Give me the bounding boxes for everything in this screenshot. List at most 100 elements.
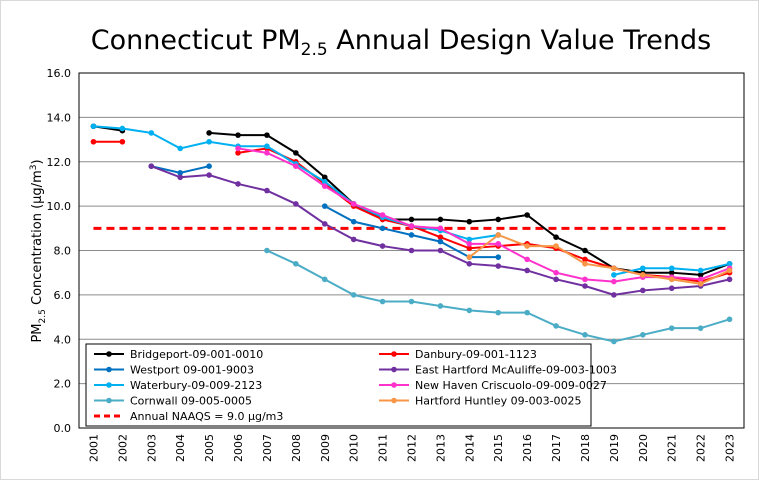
- x-tick-label: 2010: [348, 434, 361, 462]
- data-point: [697, 325, 704, 331]
- x-tick-label: 2018: [579, 434, 592, 462]
- data-point: [264, 150, 270, 156]
- data-point: [148, 163, 155, 169]
- data-point: [350, 218, 357, 225]
- y-tick-label: 14.0: [47, 111, 72, 124]
- y-axis-label: PM2.5 Concentration (µg/m3): [29, 159, 48, 342]
- y-tick-label: 6.0: [54, 289, 72, 302]
- x-tick-label: 2015: [492, 434, 505, 462]
- legend-marker: [106, 351, 112, 357]
- data-point: [379, 243, 386, 249]
- series-line: [93, 125, 499, 241]
- data-point: [582, 261, 588, 267]
- plot-border: [78, 72, 745, 429]
- data-point: [90, 123, 97, 130]
- data-point: [553, 276, 559, 283]
- data-point: [524, 243, 530, 249]
- x-tick-label: 2013: [434, 434, 447, 462]
- y-tick-label: 8.0: [54, 245, 72, 258]
- legend-label: Waterbury-09-009-2123: [130, 379, 262, 392]
- data-point: [466, 307, 473, 314]
- data-point: [379, 212, 386, 218]
- data-point: [640, 265, 646, 272]
- legend-label: Hartford Huntley 09-003-0025: [415, 395, 582, 408]
- data-point: [466, 245, 473, 252]
- data-point: [293, 261, 299, 267]
- data-point: [408, 247, 415, 254]
- data-point: [640, 332, 646, 338]
- legend-label: Cornwall 09-005-0005: [130, 395, 252, 408]
- data-point: [264, 132, 270, 138]
- data-point: [524, 267, 530, 274]
- data-point: [466, 254, 473, 260]
- data-point: [668, 325, 675, 331]
- data-point: [524, 309, 530, 316]
- x-tick-label: 2011: [377, 434, 390, 462]
- data-point: [177, 170, 183, 176]
- data-point: [206, 172, 212, 178]
- data-point: [553, 234, 559, 240]
- x-tick-label: 2023: [724, 434, 737, 462]
- x-tick-label: 2001: [87, 434, 100, 462]
- data-point: [697, 267, 704, 274]
- data-point: [264, 187, 270, 194]
- data-point: [553, 243, 559, 249]
- data-point: [697, 280, 704, 287]
- data-point: [293, 201, 299, 207]
- x-tick-label: 2005: [203, 434, 216, 462]
- data-point: [611, 338, 617, 345]
- data-point: [293, 150, 299, 156]
- data-point: [437, 234, 444, 240]
- y-tick-label: 16.0: [47, 67, 72, 80]
- data-point: [640, 272, 646, 278]
- data-point: [379, 225, 386, 232]
- legend-label: New Haven Criscuolo-09-009-0027: [415, 379, 607, 392]
- x-tick-label: 2020: [637, 434, 650, 462]
- data-point: [697, 272, 704, 278]
- data-point: [350, 201, 357, 207]
- data-point: [640, 287, 646, 294]
- legend-label: Bridgeport-09-001-0010: [130, 348, 263, 361]
- data-point: [437, 238, 444, 245]
- legend-box: [85, 343, 592, 427]
- data-point: [148, 130, 155, 136]
- y-tick-label: 0.0: [54, 422, 72, 435]
- y-tick-label: 10.0: [47, 200, 72, 213]
- data-point: [495, 216, 502, 223]
- legend-label: Danbury-09-001-1123: [415, 348, 537, 361]
- data-point: [611, 278, 617, 285]
- data-point: [495, 254, 502, 260]
- data-point: [321, 221, 328, 227]
- data-point: [177, 145, 183, 152]
- data-point: [264, 143, 270, 150]
- x-tick-label: 2014: [463, 434, 476, 462]
- x-tick-label: 2002: [116, 434, 129, 462]
- data-point: [264, 247, 270, 254]
- data-point: [321, 183, 328, 189]
- data-point: [582, 256, 588, 263]
- data-point: [321, 174, 328, 181]
- data-point: [235, 181, 241, 187]
- data-point: [408, 232, 415, 238]
- data-point: [495, 309, 502, 316]
- data-point: [726, 276, 733, 283]
- data-point: [408, 298, 415, 305]
- data-point: [321, 178, 328, 185]
- data-point: [611, 265, 617, 272]
- data-point: [495, 263, 502, 269]
- legend-marker: [391, 366, 397, 373]
- data-point: [321, 203, 328, 209]
- data-point: [350, 236, 357, 243]
- data-point: [466, 261, 473, 267]
- x-tick-label: 2012: [406, 434, 419, 462]
- series-line: [237, 147, 730, 283]
- data-point: [119, 125, 126, 132]
- data-point: [206, 130, 212, 136]
- data-point: [553, 323, 559, 329]
- data-point: [437, 225, 444, 232]
- data-point: [90, 138, 97, 145]
- data-point: [668, 276, 675, 283]
- legend-marker: [106, 397, 112, 404]
